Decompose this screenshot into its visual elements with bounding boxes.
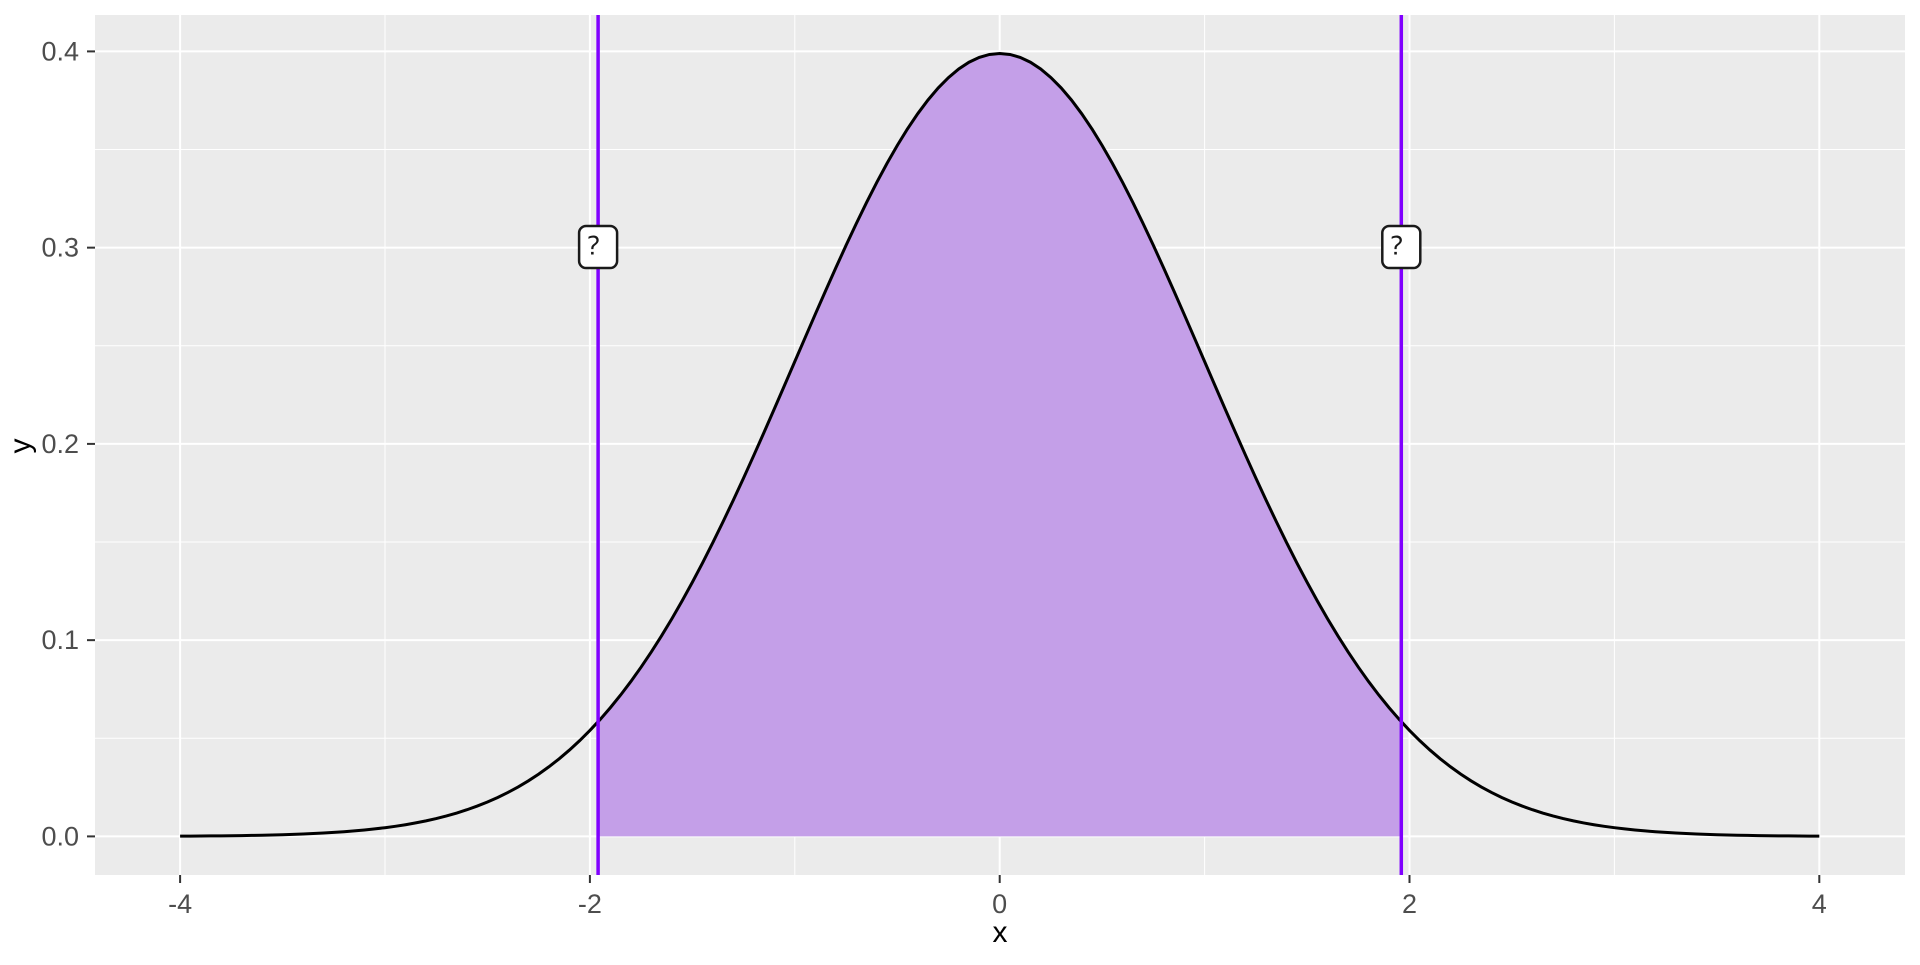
svg-text:0.2: 0.2 (41, 429, 79, 459)
svg-text:4: 4 (1812, 889, 1827, 919)
svg-text:-4: -4 (168, 889, 192, 919)
svg-text:0.1: 0.1 (41, 625, 79, 655)
svg-text:0.4: 0.4 (41, 36, 79, 66)
svg-text:x: x (993, 916, 1008, 949)
svg-text:0.3: 0.3 (41, 233, 79, 263)
svg-text:y: y (4, 439, 37, 454)
svg-text:-2: -2 (578, 889, 602, 919)
svg-text:0: 0 (992, 889, 1007, 919)
svg-text:2: 2 (1402, 889, 1417, 919)
svg-text:0.0: 0.0 (41, 821, 79, 851)
